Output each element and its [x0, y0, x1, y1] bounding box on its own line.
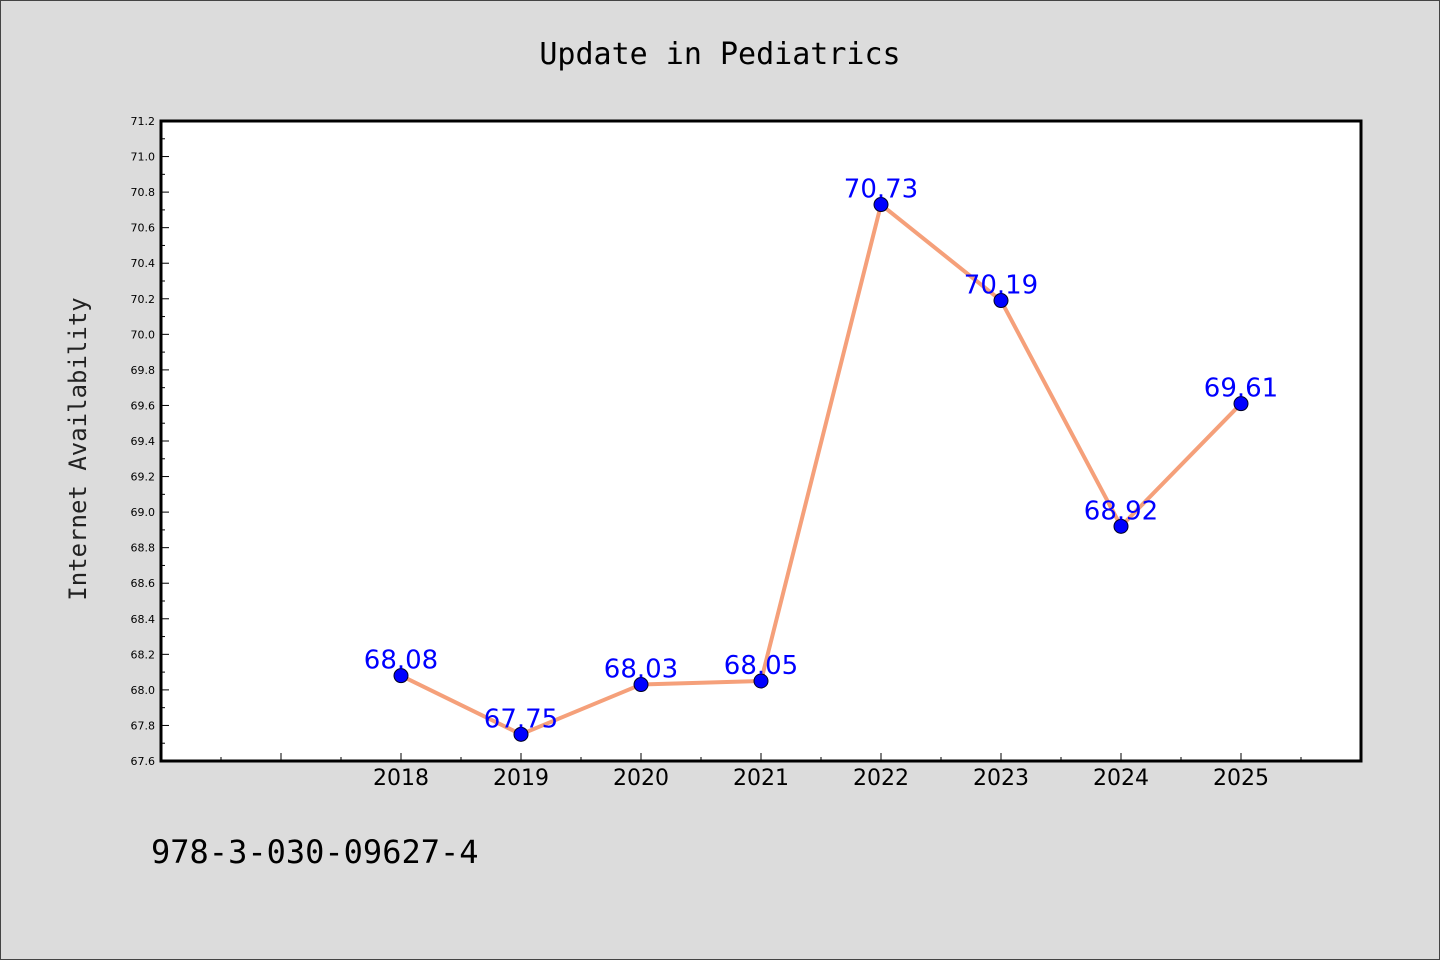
y-tick-label: 68.2: [131, 648, 156, 661]
y-tick-label: 67.8: [131, 719, 156, 732]
x-tick-label: 2024: [1093, 766, 1149, 791]
data-label: 70.73: [844, 175, 918, 205]
data-point: [873, 197, 889, 213]
data-point: [753, 673, 769, 689]
data-point: [633, 677, 649, 693]
series-line-segment: [519, 682, 643, 737]
axis-ticks: 67.6 67.8 68.0 68.2 68.4 68.6 68.8 69.0 69.2 69.4…: [131, 115, 1302, 791]
y-tick-label: 71.2: [131, 115, 156, 128]
y-tick-label: 70.4: [131, 257, 156, 270]
data-point: [513, 726, 529, 742]
series-line-segment: [999, 298, 1123, 529]
data-label: 68.03: [604, 655, 678, 685]
series-line-segment: [399, 673, 523, 737]
data-labels: 68.08 67.75 68.03 68.05 70.73 70.19 68.92 69.61: [364, 175, 1278, 735]
y-tick-label: 68.8: [131, 542, 156, 555]
data-label: 68.92: [1084, 496, 1158, 526]
plot-area: [161, 121, 1361, 761]
isbn-text: 978-3-030-09627-4: [151, 833, 479, 871]
series-line-segment: [759, 202, 883, 683]
series-lines: [399, 202, 1243, 737]
data-point: [393, 668, 409, 684]
x-tick-label: 2018: [373, 766, 429, 791]
y-tick-label: 70.8: [131, 186, 156, 199]
x-tick-label: 2022: [853, 766, 909, 791]
data-point: [993, 293, 1009, 309]
data-point: [1113, 518, 1129, 534]
data-label: 67.75: [484, 704, 558, 734]
data-label: 69.61: [1204, 374, 1278, 404]
data-label: 68.08: [364, 646, 438, 676]
series-line-segment: [879, 202, 1003, 303]
y-tick-label: 69.2: [131, 471, 156, 484]
chart-title: Update in Pediatrics: [539, 37, 900, 72]
y-tick-label: 70.2: [131, 293, 156, 306]
y-tick-label: 71.0: [131, 151, 156, 164]
plot-frame: [159, 119, 1363, 763]
data-label: 70.19: [964, 271, 1038, 301]
y-axis-label: Internet Availability: [64, 297, 92, 600]
x-tick-label: 2023: [973, 766, 1029, 791]
y-tick-label: 69.4: [131, 435, 156, 448]
data-label: 68.05: [724, 651, 798, 681]
y-tick-label: 68.6: [131, 577, 156, 590]
x-tick-label: 2019: [493, 766, 549, 791]
x-tick-label: 2020: [613, 766, 669, 791]
y-tick-label: 69.6: [131, 399, 156, 412]
y-tick-label: 70.6: [131, 222, 156, 235]
series-line-segment: [639, 679, 763, 687]
x-tick-label: 2021: [733, 766, 789, 791]
x-tick-label: 2025: [1213, 766, 1269, 791]
y-tick-label: 67.6: [131, 755, 156, 768]
y-tick-label: 68.4: [131, 613, 156, 626]
y-tick-label: 69.8: [131, 364, 156, 377]
y-tick-label: 70.0: [131, 328, 156, 341]
series-line-segment: [1119, 401, 1243, 529]
y-tick-label: 69.0: [131, 506, 156, 519]
series-markers: [393, 197, 1249, 742]
y-tick-label: 68.0: [131, 684, 156, 697]
data-point: [1233, 396, 1249, 412]
